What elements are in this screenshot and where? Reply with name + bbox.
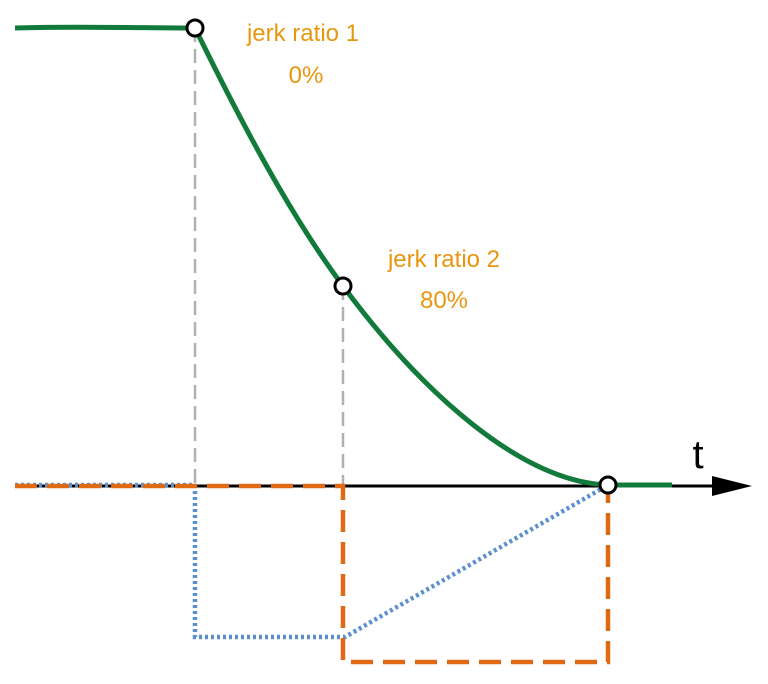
label-value: 0% xyxy=(289,62,324,89)
point xyxy=(333,276,353,296)
acceleration-curve xyxy=(15,482,610,640)
axis-label: t xyxy=(692,433,703,477)
label-title: jerk ratio 1 xyxy=(246,20,359,47)
jerk-curve xyxy=(15,483,611,665)
point xyxy=(598,475,618,495)
velocity-curve xyxy=(14,24,672,488)
point xyxy=(185,18,205,38)
label-title: jerk ratio 2 xyxy=(387,246,500,273)
label-value: 80% xyxy=(420,287,468,314)
